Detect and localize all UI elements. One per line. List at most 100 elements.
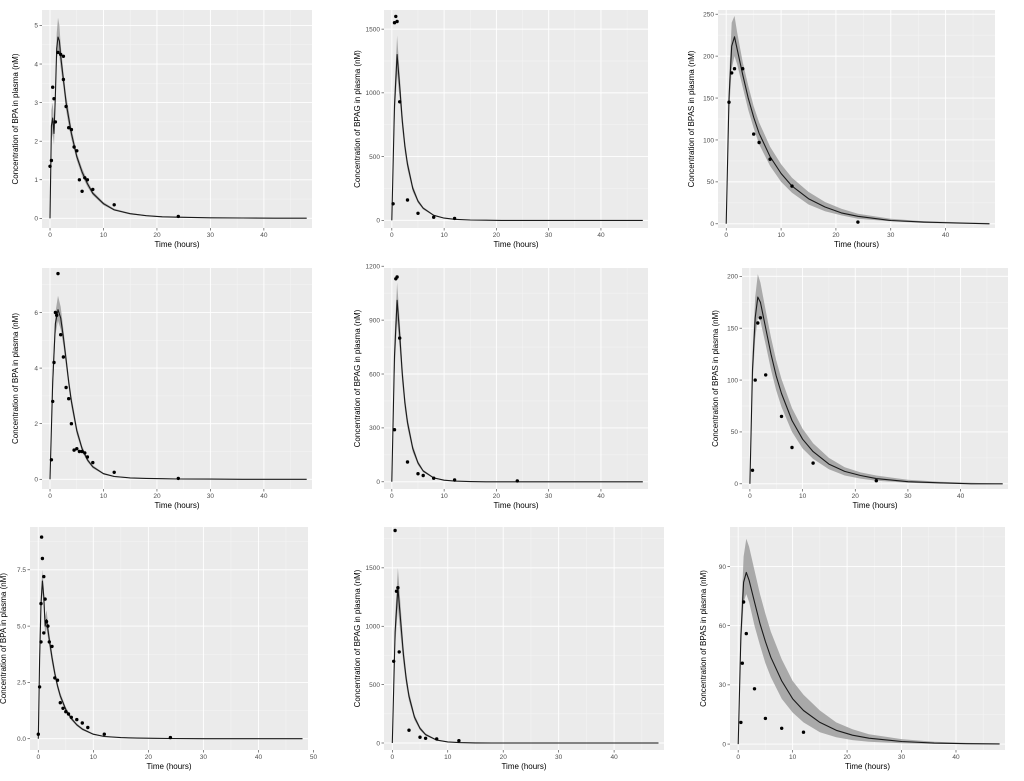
observed-point — [452, 216, 457, 221]
y-tick-label: 5 — [34, 23, 38, 30]
x-tick-label: 40 — [597, 493, 605, 500]
observed-point — [83, 451, 87, 455]
y-tick-label: 500 — [369, 154, 380, 161]
y-tick-label: 3 — [34, 100, 38, 107]
y-axis-title: Concentration of BPAG in plasma (nM) — [353, 569, 362, 707]
y-tick-label: 100 — [727, 377, 738, 384]
y-tick-label: 200 — [703, 53, 714, 60]
y-tick-label: 30 — [719, 682, 727, 689]
observed-point — [874, 479, 878, 483]
observed-point — [44, 619, 49, 624]
observed-point — [91, 187, 95, 192]
x-tick-label: 30 — [887, 232, 895, 239]
observed-point — [59, 333, 63, 337]
observed-point — [752, 687, 757, 691]
observed-point — [61, 706, 65, 710]
x-tick-label: 0 — [391, 754, 395, 761]
observed-point — [739, 720, 743, 725]
observed-point — [727, 100, 731, 104]
x-tick-label: 40 — [255, 754, 263, 761]
model-curve — [391, 54, 643, 221]
observed-point — [176, 476, 180, 481]
chart-bpa-row2: 0 10 20 30 40 0 2 4 6 Time (hours) Concentration o… — [11, 268, 312, 510]
observed-point — [416, 472, 420, 476]
observed-point — [91, 460, 95, 465]
observed-point — [741, 67, 745, 71]
y-tick-label: 1500 — [366, 26, 381, 33]
observed-point — [391, 202, 395, 206]
observed-point — [72, 448, 76, 452]
x-tick-label: 0 — [48, 493, 52, 500]
y-tick-label: 0 — [710, 221, 714, 228]
observed-point — [395, 275, 399, 279]
observed-point — [39, 640, 43, 644]
x-tick-label: 40 — [260, 232, 268, 239]
x-tick-label: 20 — [500, 754, 508, 761]
observed-point — [83, 176, 87, 180]
x-tick-label: 10 — [789, 754, 797, 761]
x-tick-label: 20 — [493, 232, 501, 239]
x-tick-label: 30 — [207, 232, 215, 239]
y-tick-label: 0 — [722, 741, 726, 748]
chart-bpas-row2: 0 10 20 30 40 0 50 100 150 200 Time (hours) Concent… — [711, 268, 1008, 510]
observed-point — [393, 528, 397, 533]
observed-point — [39, 601, 43, 606]
observed-point — [77, 449, 82, 454]
observed-point — [55, 313, 59, 317]
x-tick-label: 40 — [610, 754, 618, 761]
y-tick-label: 250 — [703, 11, 714, 18]
panel-background — [742, 268, 1008, 489]
observed-point — [758, 316, 763, 320]
observed-point — [457, 739, 461, 743]
confidence-ribbon — [391, 282, 643, 482]
x-tick-label: 10 — [441, 493, 449, 500]
observed-point — [39, 535, 44, 539]
x-tick-label: 40 — [942, 232, 950, 239]
y-tick-label: 7.5 — [17, 567, 26, 574]
panel-background — [384, 268, 648, 489]
y-tick-label: 300 — [369, 425, 380, 432]
model-curve — [737, 571, 1000, 745]
observed-point — [53, 120, 58, 124]
observed-point — [46, 624, 50, 628]
y-tick-label: 60 — [719, 623, 727, 630]
observed-point — [452, 478, 457, 482]
chart-bpas-row3: 0 10 20 30 40 0 30 60 90 Time (hours) Concentratio… — [699, 527, 1005, 771]
observed-point — [75, 149, 79, 153]
observed-point — [61, 54, 66, 58]
observed-point — [764, 373, 768, 377]
x-tick-label: 10 — [90, 754, 98, 761]
observed-point — [421, 473, 425, 478]
observed-point — [42, 631, 46, 635]
y-tick-label: 100 — [703, 137, 714, 144]
observed-point — [515, 479, 519, 483]
observed-point — [58, 701, 62, 705]
y-tick-label: 600 — [369, 371, 380, 378]
y-tick-label: 1500 — [366, 565, 381, 572]
x-tick-label: 30 — [898, 754, 906, 761]
observed-point — [56, 271, 60, 276]
x-tick-label: 30 — [207, 493, 215, 500]
observed-point — [392, 428, 397, 432]
observed-point — [756, 321, 760, 325]
y-tick-label: 500 — [369, 682, 380, 689]
observed-point — [432, 476, 436, 480]
x-axis-title: Time (hours) — [845, 762, 890, 771]
observed-point — [43, 597, 47, 601]
x-tick-label: 40 — [952, 754, 960, 761]
observed-point — [61, 355, 66, 359]
y-tick-label: 5.0 — [17, 623, 26, 630]
panel-background — [384, 10, 648, 228]
observed-point — [780, 726, 784, 730]
x-tick-label: 0 — [748, 493, 752, 500]
observed-point — [856, 220, 860, 224]
observed-point — [59, 52, 63, 57]
observed-point — [740, 661, 744, 665]
y-tick-label: 50 — [707, 179, 715, 186]
panel-background — [384, 527, 664, 750]
observed-point — [779, 414, 784, 419]
panel-background — [30, 527, 308, 750]
x-tick-label: 40 — [957, 493, 965, 500]
observed-point — [398, 100, 402, 104]
observed-point — [56, 50, 60, 55]
